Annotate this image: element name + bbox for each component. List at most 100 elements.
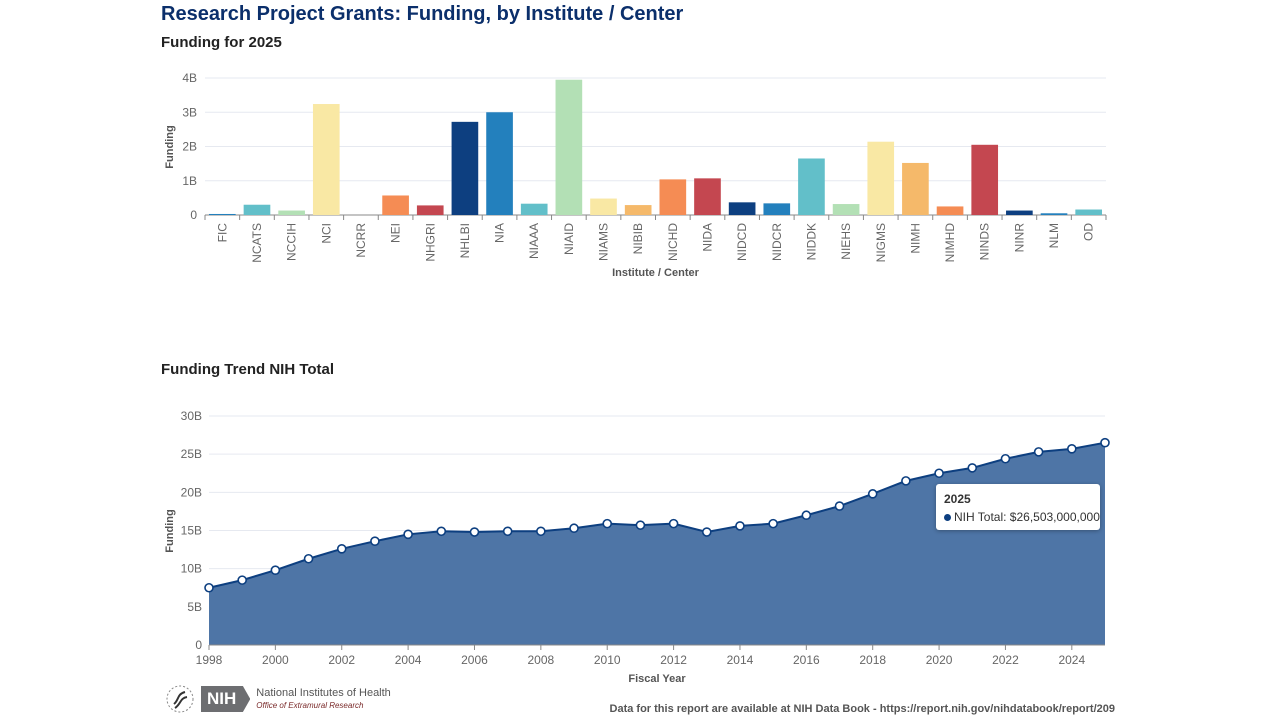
bar-nibib [624, 205, 652, 215]
x-tick-label: 2018 [859, 653, 886, 667]
x-tick-label: NLM [1047, 223, 1061, 248]
logo-line1: National Institutes of Health [256, 686, 391, 699]
data-point-2021 [967, 463, 978, 473]
data-point-2025 [1100, 437, 1110, 448]
x-tick-label: 2002 [328, 653, 355, 667]
x-tick-label: 2016 [793, 653, 820, 667]
data-point-2023 [1033, 447, 1044, 457]
data-point-2003 [370, 536, 380, 546]
x-tick-label: NIAID [562, 223, 576, 255]
y-tick-label: 1B [182, 174, 197, 188]
source-note: Data for this report are available at NI… [609, 703, 1115, 715]
data-point-2010 [602, 518, 613, 529]
y-tick-label: 4B [182, 71, 197, 85]
nih-badge: NIH [201, 686, 251, 712]
page-title: Research Project Grants: Funding, by Ins… [161, 3, 684, 25]
x-tick-label: NIDCR [770, 223, 784, 261]
x-tick-label: 2010 [594, 653, 621, 667]
y-tick-label: 30B [181, 409, 202, 423]
x-tick-label: NHGRI [423, 223, 437, 262]
bar-nei [382, 195, 409, 215]
tooltip: 2025 NIH Total: $26,503,000,000 [936, 484, 1100, 530]
x-tick-label: NIEHS [839, 223, 853, 260]
x-tick-label: NINDS [978, 223, 992, 260]
data-point-2012 [668, 518, 679, 529]
data-point-2008 [536, 526, 546, 537]
data-point-2019 [901, 476, 911, 486]
x-tick-label: 2020 [926, 653, 953, 667]
x-tick-label: NIDDK [804, 223, 818, 260]
data-point-2000 [270, 565, 281, 575]
data-point-2014 [735, 521, 745, 531]
y-tick-label: 20B [181, 485, 202, 499]
bar-nida [694, 178, 721, 215]
bar-od [1075, 209, 1102, 215]
data-point-1998 [204, 582, 214, 593]
x-tick-label: NEI [389, 223, 403, 243]
bar-ninr [1006, 210, 1033, 215]
bar-chart-title: Funding for 2025 [161, 34, 282, 51]
y-tick-label: 0 [190, 208, 197, 222]
x-tick-label: NIDA [700, 223, 714, 252]
x-tick-label: NIAAA [527, 223, 541, 259]
series-line [208, 441, 1106, 589]
data-point-2017 [834, 501, 845, 511]
bar-nimhd [936, 206, 964, 215]
y-tick-label: 0 [195, 638, 202, 652]
data-point-2009 [569, 523, 579, 534]
data-point-2004 [403, 529, 413, 540]
x-tick-label: FIC [215, 223, 229, 243]
bar-nia [486, 112, 513, 215]
data-point-2002 [336, 544, 347, 554]
x-tick-label: NIDCD [735, 223, 749, 261]
x-tick-label: NIA [493, 223, 507, 243]
data-point-2022 [1000, 453, 1011, 464]
x-tick-label: NHLBI [458, 223, 472, 258]
nih-logo[interactable]: NIH National Institutes of Health Office … [165, 684, 391, 714]
bar-nigms [867, 141, 895, 215]
bar-niaid [555, 79, 583, 216]
data-point-2015 [768, 518, 778, 529]
hhs-eagle-icon [166, 685, 194, 713]
bar-nhgri [416, 205, 444, 215]
data-point-2005 [436, 526, 447, 537]
data-point-2007 [502, 526, 513, 537]
data-point-2024 [1067, 444, 1077, 454]
logo-line2: Office of Extramural Research [256, 700, 364, 710]
bar-chart: 0 1B 2B 3B 4B FIC NCATS NCCIH NCI NCRR NEI NHGRI NHL… [164, 71, 1107, 279]
x-tick-label: 2006 [461, 653, 488, 667]
x-tick-label: 2024 [1058, 653, 1085, 667]
data-point-2016 [801, 510, 812, 521]
y-axis-label: Funding [164, 509, 176, 552]
y-tick-label: 3B [182, 105, 197, 119]
bar-ncats [243, 204, 271, 215]
bar-niaaa [520, 203, 548, 215]
bar-niams [590, 198, 617, 215]
bar-fic [209, 213, 236, 215]
bar-niddk [798, 158, 825, 215]
x-tick-label: 2000 [262, 653, 289, 667]
tooltip-year: 2025 [944, 492, 971, 506]
x-tick-label: NIMH [908, 223, 922, 254]
x-tick-label: NIGMS [874, 223, 888, 262]
area-chart-title: Funding Trend NIH Total [161, 361, 335, 378]
bar-nidcr [763, 203, 791, 215]
y-tick-label: 5B [187, 600, 202, 614]
x-tick-label: OD [1082, 223, 1096, 241]
data-point-2006 [469, 527, 480, 537]
x-tick-label: 2012 [660, 653, 687, 667]
data-point-2011 [635, 520, 646, 530]
y-axis-label: Funding [164, 125, 176, 168]
data-point-2018 [867, 489, 878, 499]
bar-nhlbi [451, 121, 479, 215]
data-point-2001 [303, 553, 314, 564]
x-tick-label: 2004 [395, 653, 422, 667]
bar-nichd [659, 179, 687, 215]
x-tick-label: 2022 [992, 653, 1019, 667]
y-tick-label: 15B [181, 524, 202, 538]
data-point-1999 [237, 575, 247, 585]
y-tick-label: 2B [182, 140, 197, 154]
data-point-2020 [934, 468, 944, 479]
x-axis-label: Institute / Center [612, 267, 700, 279]
